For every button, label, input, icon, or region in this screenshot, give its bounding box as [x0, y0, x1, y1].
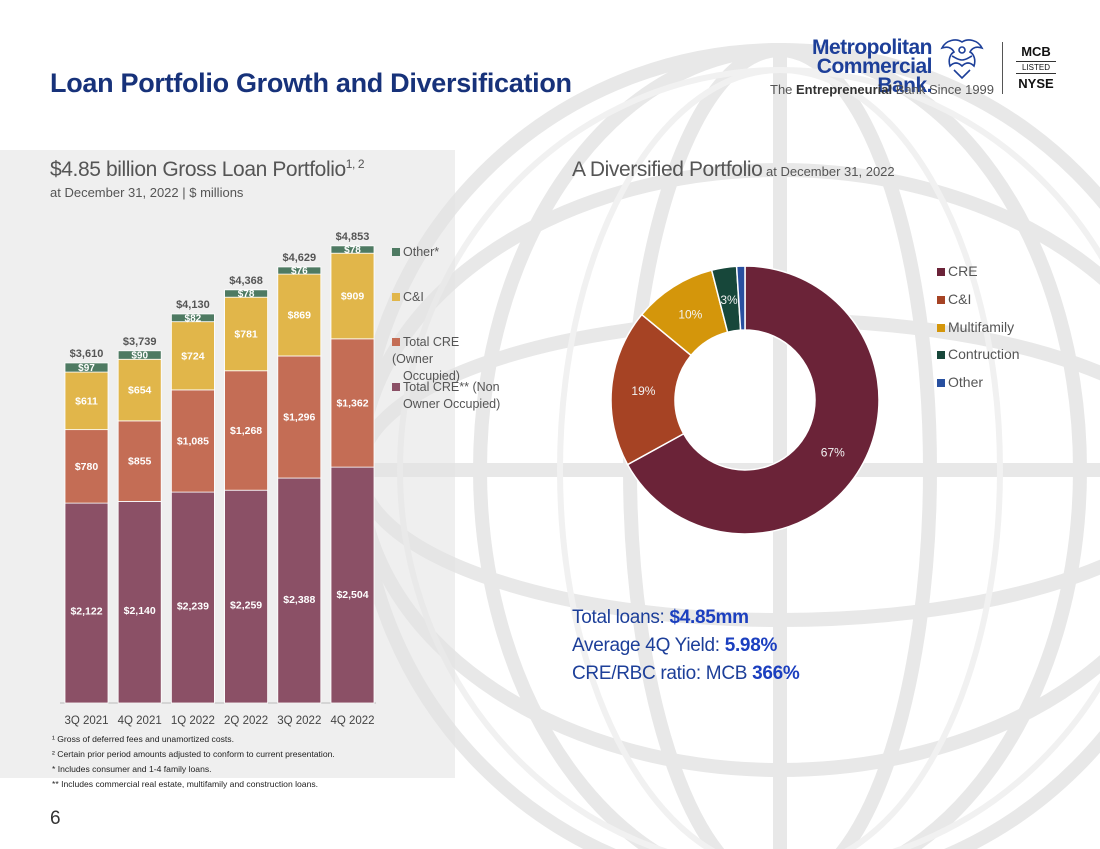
pie-title-text: A Diversified Portfolio — [572, 158, 763, 181]
legend-item-cre-owner: Total CRE (Owner Occupied) — [392, 334, 502, 385]
page-number: 6 — [50, 808, 61, 829]
legend-swatch-cre-non-owner — [392, 383, 400, 391]
pie-legend-item-other: Other — [937, 374, 1047, 391]
bar-title-footnote-ref: 1, 2 — [345, 157, 365, 171]
footnote-2: ² Certain prior period amounts adjusted … — [52, 749, 335, 759]
nyse-badge: MCB LISTED NYSE — [1016, 44, 1056, 91]
pie-legend-label-ci: C&I — [948, 291, 972, 307]
pie-title-suffix: at December 31, 2022 — [762, 164, 895, 179]
legend-item-ci: C&I — [392, 289, 502, 306]
legend-label-other: Other* — [403, 245, 440, 259]
badge-listed: LISTED — [1016, 61, 1056, 74]
pie-legend-item-ci: C&I — [937, 291, 1047, 308]
legend-swatch-ci — [392, 293, 400, 301]
stat-total-label: Total loans: — [572, 607, 670, 628]
pie-legend-swatch-other — [937, 379, 945, 387]
legend-label-cre-non-1: Total CRE** (Non — [403, 380, 500, 394]
page-title: Loan Portfolio Growth and Diversificatio… — [50, 68, 572, 98]
pie-legend-label-cre: CRE — [948, 263, 978, 279]
portfolio-stats: Total loans: $4.85mm Average 4Q Yield: 5… — [572, 604, 800, 688]
logo-line-1: Metropolitan — [812, 36, 933, 59]
stat-yield-label: Average 4Q Yield: — [572, 635, 725, 656]
stat-ratio-value: 366% — [752, 663, 800, 684]
badge-ticker: MCB — [1021, 44, 1051, 59]
bar-chart-panel — [0, 150, 455, 778]
logo-line-2: Commercial Bank. — [816, 55, 933, 97]
pie-legend-swatch-cre — [937, 268, 945, 276]
stat-yield-value: 5.98% — [724, 635, 778, 656]
footnote-1: ¹ Gross of deferred fees and unamortized… — [52, 734, 234, 744]
legend-label-cre-non-2: Owner Occupied) — [403, 397, 501, 411]
tagline-prefix: The — [770, 82, 797, 97]
badge-exchange: NYSE — [1018, 76, 1054, 91]
bank-logo: Metropolitan Commercial Bank. The Entrep… — [768, 36, 1068, 102]
stat-ratio-label: CRE/RBC ratio: MCB — [572, 663, 753, 684]
footnote-3: * Includes consumer and 1-4 family loans… — [52, 764, 212, 774]
pie-legend-swatch-multifamily — [937, 324, 945, 332]
bar-chart-title: $4.85 billion Gross Loan Portfolio1, 2 — [50, 157, 365, 182]
pie-legend-item-cre: CRE — [937, 263, 1047, 280]
logo-divider — [1002, 42, 1003, 94]
legend-swatch-cre-owner — [392, 338, 400, 346]
legend-item-other: Other* — [392, 244, 502, 261]
footnote-4: ** Includes commercial real estate, mult… — [52, 779, 319, 789]
bar-chart-subtitle: at December 31, 2022 | $ millions — [50, 185, 244, 200]
stat-total-value: $4.85mm — [669, 607, 750, 628]
eagle-icon — [940, 39, 984, 80]
pie-legend-swatch-ci — [937, 296, 945, 304]
bar-title-text: $4.85 billion Gross Loan Portfolio — [50, 158, 346, 181]
tagline-suffix: Bank Since 1999 — [892, 82, 995, 97]
pie-legend-label-multifamily: Multifamily — [948, 319, 1015, 335]
footnotes: ¹ Gross of deferred fees and unamortized… — [52, 732, 335, 792]
legend-label-cre-owner-1: Total CRE (Owner — [392, 335, 460, 366]
pie-legend-item-construction: Contruction — [937, 346, 1047, 363]
stat-total-loans: Total loans: $4.85mm — [572, 604, 800, 632]
logo-wordmark: Metropolitan Commercial Bank. — [768, 36, 933, 97]
pie-chart-title: A Diversified Portfolio at December 31, … — [572, 158, 895, 182]
pie-legend-label-construction: Contruction — [948, 346, 1020, 362]
pie-legend-label-other: Other — [948, 374, 984, 390]
legend-swatch-other — [392, 248, 400, 256]
legend-label-ci: C&I — [403, 290, 424, 304]
stat-yield: Average 4Q Yield: 5.98% — [572, 632, 800, 660]
legend-label-cre-owner-2: Occupied) — [403, 369, 460, 383]
legend-item-cre-non-owner: Total CRE** (Non Owner Occupied) — [392, 379, 502, 413]
stat-cre-rbc: CRE/RBC ratio: MCB 366% — [572, 660, 800, 688]
pie-legend-item-multifamily: Multifamily — [937, 319, 1047, 336]
tagline-bold: Entrepreneurial — [796, 82, 893, 97]
logo-tagline: The Entrepreneurial Bank Since 1999 — [770, 82, 994, 97]
pie-legend-swatch-construction — [937, 351, 945, 359]
